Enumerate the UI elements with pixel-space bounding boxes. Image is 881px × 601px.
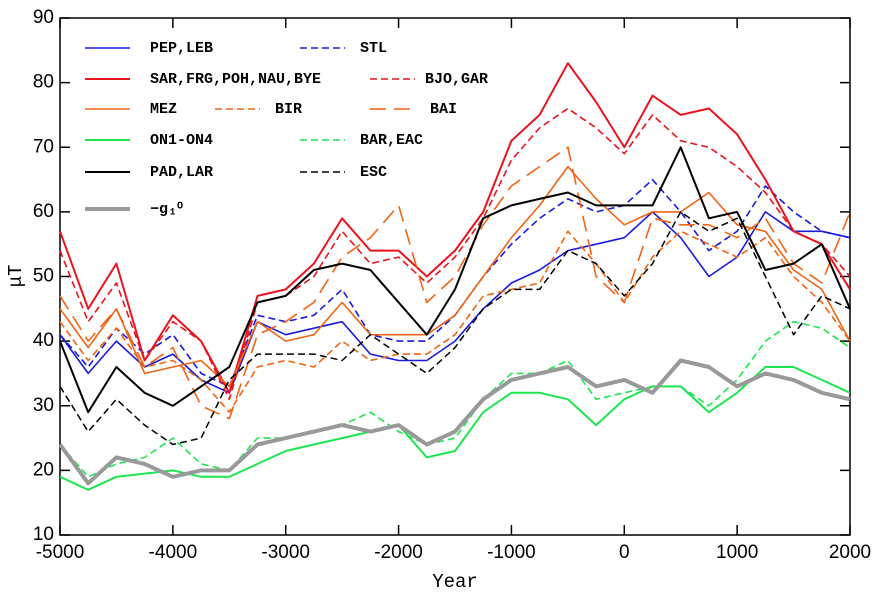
- x-tick-label: -2000: [374, 542, 423, 563]
- legend-label: BAR,EAC: [360, 132, 423, 149]
- legend-label: PAD,LAR: [150, 164, 213, 181]
- plot-frame: [59, 17, 851, 536]
- legend-label: BJO,GAR: [425, 71, 488, 88]
- x-tick-label: 0: [619, 542, 630, 563]
- legend-label: MEZ: [150, 101, 177, 118]
- x-axis-label: Year: [432, 571, 478, 593]
- legend-label: PEP,LEB: [150, 40, 213, 57]
- y-tick-label: 60: [33, 201, 54, 222]
- y-axis-label: μT: [5, 265, 27, 288]
- data-line: [59, 211, 851, 394]
- legend-label: BIR: [275, 101, 302, 118]
- y-tick-label: 90: [33, 7, 54, 28]
- x-tick-label: -1000: [487, 542, 536, 563]
- x-tick-label: -3000: [261, 542, 310, 563]
- x-tick-label: -5000: [36, 542, 85, 563]
- legend-label: STL: [360, 40, 387, 57]
- x-tick-label: -4000: [149, 542, 198, 563]
- data-line: [59, 146, 851, 414]
- legend-label: ON1-ON4: [150, 132, 213, 149]
- legend-label: BAI: [430, 101, 457, 118]
- legend-label: ESC: [360, 164, 387, 181]
- y-tick-label: 40: [33, 330, 54, 351]
- y-tick-label: 30: [33, 395, 54, 416]
- data-line: [58, 358, 851, 486]
- y-tick-label: 20: [33, 459, 54, 480]
- legend-label: SAR,FRG,POH,NAU,BYE: [150, 71, 321, 88]
- data-line: [59, 146, 851, 420]
- data-line: [59, 320, 851, 478]
- legend-label: −g₁⁰: [150, 201, 183, 218]
- y-tick-label: 10: [33, 524, 54, 545]
- data-line: [59, 211, 851, 446]
- data-line: [59, 366, 851, 491]
- x-tick-label: 1000: [716, 542, 758, 563]
- data-line: [59, 230, 851, 413]
- y-tick-label: 50: [33, 266, 54, 287]
- x-tick-label: 2000: [829, 542, 871, 563]
- data-line: [59, 165, 851, 388]
- y-tick-label: 70: [33, 136, 54, 157]
- data-line: [59, 107, 851, 401]
- data-line: [59, 62, 851, 394]
- y-tick-label: 80: [33, 72, 54, 93]
